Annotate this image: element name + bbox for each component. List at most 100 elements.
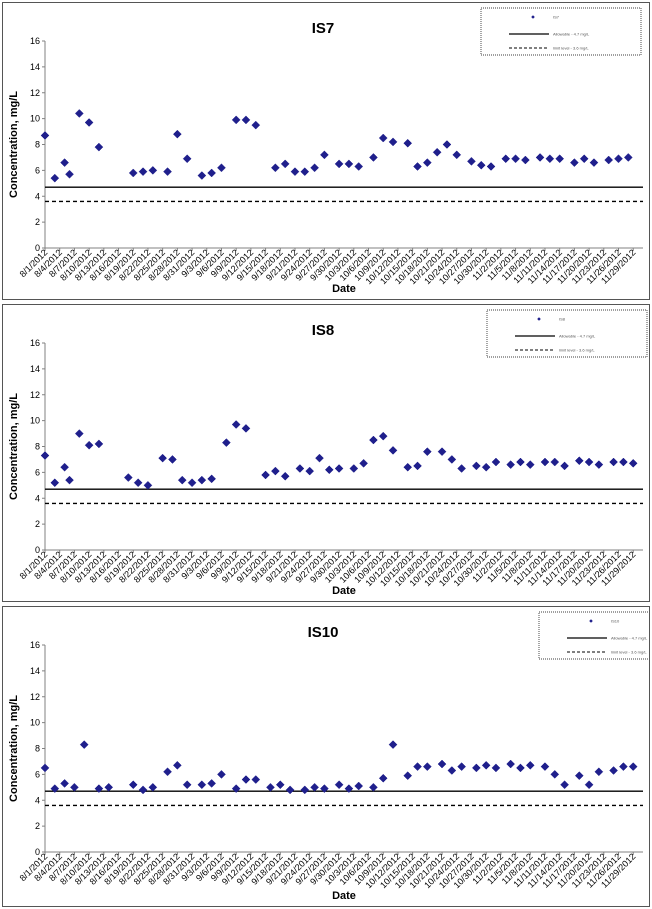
data-point xyxy=(378,773,388,783)
data-point xyxy=(334,780,344,790)
data-point xyxy=(300,167,310,177)
data-point xyxy=(84,440,94,450)
data-point xyxy=(217,770,226,779)
y-tick-label: 12 xyxy=(30,390,40,400)
data-point xyxy=(516,457,525,467)
data-point xyxy=(574,456,584,466)
y-tick-label: 8 xyxy=(35,140,40,150)
x-axis-title: Date xyxy=(332,283,356,295)
data-point xyxy=(609,457,618,467)
legend-box xyxy=(486,309,648,358)
data-point xyxy=(403,462,413,472)
legend: IS7 Allowable - 4.7 mg/L limit level - 3.6… xyxy=(480,7,642,56)
data-point xyxy=(251,775,261,784)
data-point xyxy=(163,767,172,777)
data-point xyxy=(447,455,457,464)
data-point xyxy=(275,780,285,790)
y-tick-label: 6 xyxy=(35,769,40,779)
y-tick-label: 2 xyxy=(35,519,40,529)
legend-label: IS10 xyxy=(611,619,620,624)
data-point xyxy=(197,475,207,485)
data-point xyxy=(163,167,172,177)
data-point xyxy=(50,478,60,488)
y-tick-label: 14 xyxy=(30,364,40,374)
data-point xyxy=(550,457,560,467)
data-point xyxy=(432,147,442,157)
data-point xyxy=(511,154,520,164)
data-point xyxy=(628,762,638,771)
data-point xyxy=(271,163,280,173)
data-point xyxy=(182,780,192,790)
legend-marker xyxy=(589,619,593,623)
data-point xyxy=(143,480,153,490)
y-tick-label: 16 xyxy=(30,640,40,650)
data-point xyxy=(619,762,628,771)
y-tick-label: 12 xyxy=(30,88,40,98)
data-point xyxy=(594,767,604,777)
data-point xyxy=(128,168,138,178)
data-point xyxy=(628,458,638,468)
data-point xyxy=(521,155,530,165)
data-point xyxy=(545,154,555,164)
data-point xyxy=(295,464,305,473)
y-tick-label: 8 xyxy=(35,442,40,452)
data-point xyxy=(123,473,133,482)
data-point xyxy=(354,162,364,171)
data-point xyxy=(241,775,251,784)
data-point xyxy=(481,462,491,472)
data-point xyxy=(60,158,69,167)
legend-label: IS7 xyxy=(553,15,560,20)
y-tick-label: 16 xyxy=(30,36,40,46)
data-point xyxy=(300,785,310,795)
y-tick-label: 12 xyxy=(30,692,40,702)
data-point xyxy=(138,785,148,795)
y-tick-label: 10 xyxy=(30,416,40,426)
y-tick-label: 4 xyxy=(35,191,40,201)
y-axis-title: Concentration, mg/L xyxy=(8,393,20,500)
data-point xyxy=(369,435,378,445)
data-point xyxy=(540,457,550,467)
data-point xyxy=(74,109,84,118)
legend-label: limit level - 3.6 mg/L xyxy=(611,650,647,655)
data-point xyxy=(310,782,319,792)
data-point xyxy=(481,760,491,770)
y-tick-label: 4 xyxy=(35,795,40,805)
legend-box xyxy=(538,611,649,660)
legend-label: Allowable - 4.7 mg/L xyxy=(559,334,596,339)
legend-label: IS8 xyxy=(559,317,566,322)
data-point xyxy=(251,120,261,130)
data-point xyxy=(560,461,569,471)
data-point xyxy=(388,446,398,455)
legend-marker xyxy=(537,317,541,321)
data-point xyxy=(280,159,290,169)
y-tick-label: 10 xyxy=(30,718,40,728)
legend: IS10 Allowable - 4.7 mg/L limit level - 3.… xyxy=(538,611,649,660)
y-tick-label: 6 xyxy=(35,467,40,477)
data-point xyxy=(447,766,457,775)
data-point xyxy=(452,150,462,160)
y-axis-title: Concentration, mg/L xyxy=(8,695,20,802)
data-point xyxy=(128,780,138,790)
data-point xyxy=(65,475,74,485)
data-point xyxy=(310,163,319,173)
y-tick-label: 10 xyxy=(30,114,40,124)
data-point xyxy=(506,759,516,769)
data-point xyxy=(217,163,226,173)
data-point xyxy=(403,771,413,781)
data-point xyxy=(344,159,354,169)
legend-marker xyxy=(531,15,535,19)
data-point xyxy=(320,784,329,793)
data-point xyxy=(285,785,295,795)
legend: IS8 Allowable - 4.7 mg/L limit level - 3.6… xyxy=(486,309,648,358)
data-point xyxy=(609,766,618,775)
data-point xyxy=(525,460,535,469)
data-point xyxy=(516,763,525,773)
data-point xyxy=(197,171,207,180)
legend-label: limit level - 3.6 mg/L xyxy=(559,348,595,353)
data-point xyxy=(74,429,84,438)
data-point xyxy=(560,780,569,790)
y-tick-label: 0 xyxy=(35,847,40,857)
data-point xyxy=(305,466,315,476)
